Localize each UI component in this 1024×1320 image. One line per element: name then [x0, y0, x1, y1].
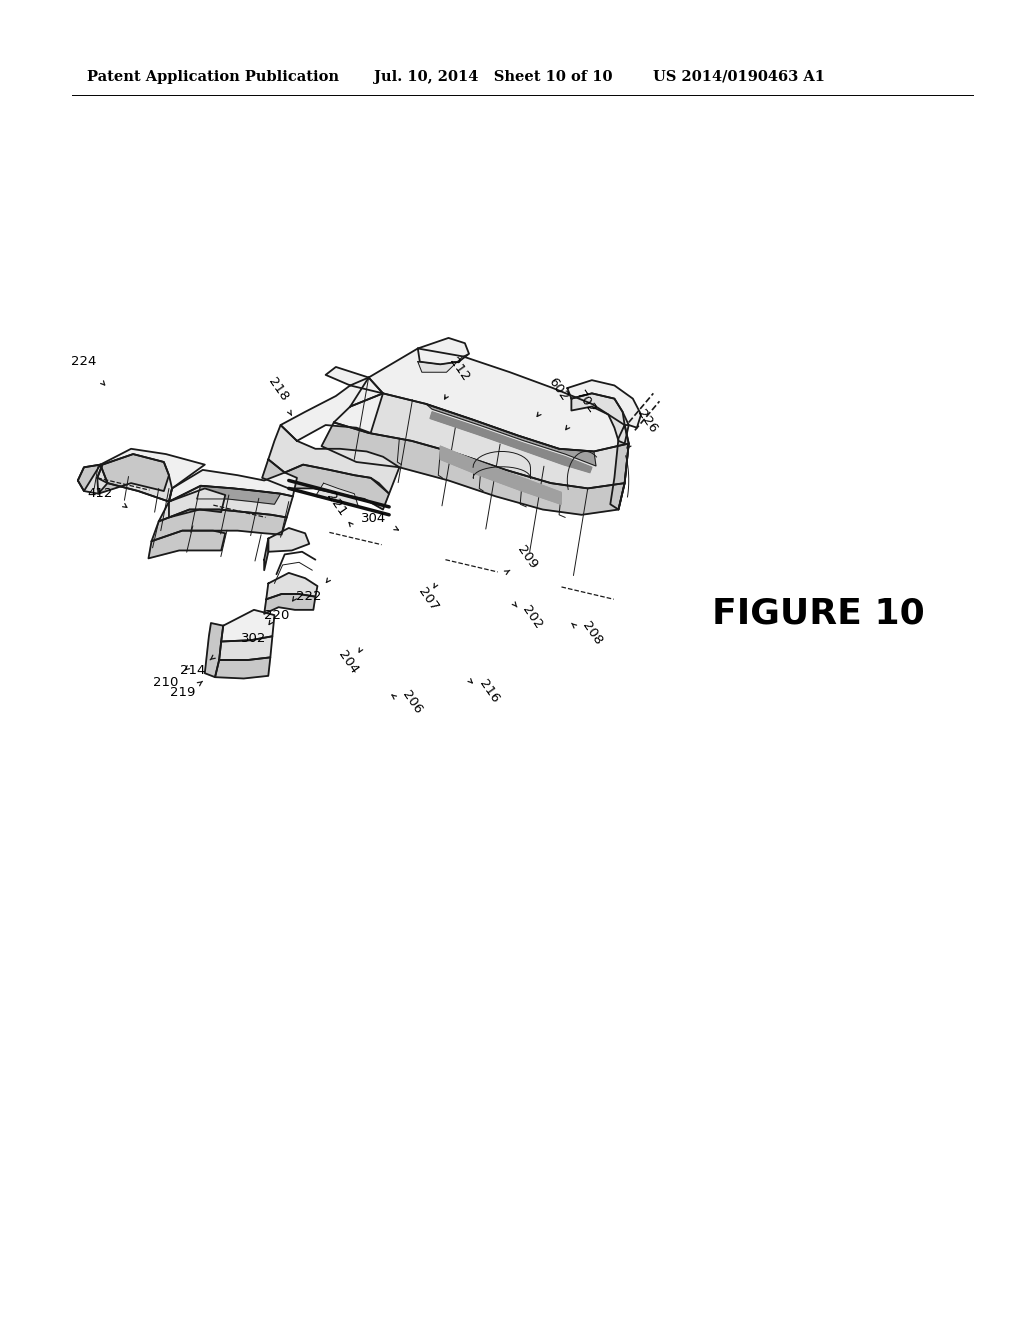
- Text: US 2014/0190463 A1: US 2014/0190463 A1: [653, 70, 825, 83]
- Text: 702: 702: [573, 388, 598, 417]
- Polygon shape: [322, 422, 625, 515]
- Polygon shape: [268, 425, 399, 494]
- Polygon shape: [610, 425, 629, 510]
- Text: 204: 204: [336, 648, 360, 677]
- Text: FIGURE 10: FIGURE 10: [712, 597, 925, 631]
- Polygon shape: [78, 465, 100, 491]
- Polygon shape: [148, 531, 225, 558]
- Text: 210: 210: [154, 676, 178, 689]
- Text: Jul. 10, 2014   Sheet 10 of 10: Jul. 10, 2014 Sheet 10 of 10: [374, 70, 612, 83]
- Polygon shape: [221, 610, 274, 642]
- Text: 202: 202: [520, 603, 545, 632]
- Polygon shape: [264, 539, 268, 570]
- Polygon shape: [219, 636, 272, 660]
- Polygon shape: [169, 470, 297, 502]
- Polygon shape: [197, 486, 281, 504]
- Polygon shape: [97, 454, 169, 494]
- Text: 208: 208: [580, 619, 604, 648]
- Polygon shape: [281, 378, 383, 441]
- Polygon shape: [78, 465, 108, 494]
- Polygon shape: [571, 393, 629, 444]
- Polygon shape: [262, 459, 389, 510]
- Text: 302: 302: [242, 632, 266, 645]
- Polygon shape: [100, 449, 205, 502]
- Polygon shape: [268, 528, 309, 552]
- Polygon shape: [215, 657, 270, 678]
- Text: 226: 226: [635, 407, 659, 436]
- Text: 224: 224: [72, 355, 96, 368]
- Text: 216: 216: [477, 677, 502, 706]
- Text: 412: 412: [88, 487, 113, 500]
- Polygon shape: [152, 510, 287, 541]
- Text: Patent Application Publication: Patent Application Publication: [87, 70, 339, 83]
- Polygon shape: [169, 488, 225, 517]
- Polygon shape: [350, 348, 629, 451]
- Text: 304: 304: [361, 512, 386, 525]
- Polygon shape: [334, 393, 629, 488]
- Text: 212: 212: [446, 355, 471, 384]
- Polygon shape: [430, 412, 592, 473]
- Text: 209: 209: [515, 543, 540, 572]
- Polygon shape: [567, 380, 641, 428]
- Text: 602: 602: [546, 375, 570, 404]
- Polygon shape: [426, 404, 596, 466]
- Text: 222: 222: [297, 590, 322, 603]
- Polygon shape: [264, 594, 315, 614]
- Polygon shape: [418, 354, 469, 372]
- Polygon shape: [159, 486, 293, 521]
- Polygon shape: [418, 338, 469, 364]
- Text: 219: 219: [170, 686, 195, 700]
- Polygon shape: [440, 446, 561, 504]
- Text: 214: 214: [180, 664, 205, 677]
- Text: 206: 206: [399, 688, 424, 717]
- Text: 207: 207: [416, 585, 440, 614]
- Polygon shape: [97, 454, 172, 502]
- Polygon shape: [205, 623, 223, 677]
- Text: 221: 221: [324, 490, 348, 519]
- Text: 218: 218: [266, 375, 291, 404]
- Text: 220: 220: [264, 609, 289, 622]
- Polygon shape: [315, 483, 358, 507]
- Polygon shape: [266, 573, 317, 599]
- Polygon shape: [326, 367, 383, 393]
